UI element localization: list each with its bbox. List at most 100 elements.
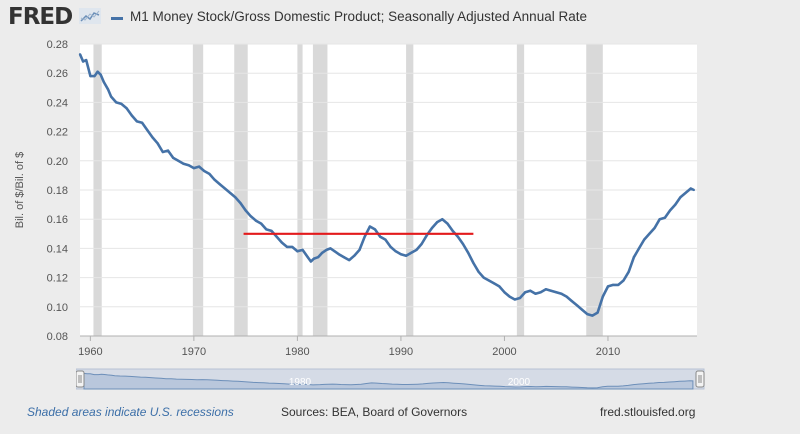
data-point — [96, 70, 99, 73]
data-point — [115, 101, 118, 104]
data-point — [534, 292, 537, 295]
data-point — [513, 298, 516, 301]
data-point — [404, 254, 408, 257]
data-point — [182, 162, 185, 165]
data-point — [446, 222, 449, 225]
data-point — [358, 248, 361, 251]
x-tick-label: 1960 — [78, 346, 102, 358]
data-point — [601, 295, 604, 298]
x-tick-label: 1970 — [182, 346, 206, 358]
data-point — [425, 234, 428, 237]
data-point — [146, 129, 149, 132]
fred-logo[interactable]: FRED — [8, 4, 73, 30]
data-point — [172, 156, 175, 159]
data-point — [632, 256, 635, 259]
navigator-handle-left[interactable] — [76, 370, 85, 388]
data-point — [177, 159, 180, 162]
data-point — [234, 196, 237, 199]
data-point — [492, 282, 496, 285]
data-point — [679, 196, 682, 199]
data-point — [518, 296, 522, 300]
data-point — [106, 88, 110, 91]
y-tick-label: 0.16 — [47, 214, 68, 226]
data-point — [223, 187, 227, 190]
data-point — [213, 178, 216, 181]
data-point — [156, 142, 159, 145]
y-tick-label: 0.26 — [47, 68, 68, 80]
y-tick-label: 0.20 — [47, 156, 68, 168]
data-point — [420, 242, 423, 246]
data-point — [539, 291, 542, 294]
data-point — [254, 219, 258, 222]
data-point — [260, 222, 263, 225]
data-point — [239, 202, 242, 205]
data-point — [280, 241, 283, 244]
y-tick-label: 0.28 — [47, 39, 68, 51]
data-point — [291, 245, 294, 249]
series-title[interactable]: M1 Money Stock/Gross Domestic Product; S… — [130, 9, 587, 24]
fred-graph-icon — [79, 8, 101, 24]
chart-area: 0.08 0.10 0.12 0.14 0.16 0.18 0.20 0.22 0.24 0.26… — [14, 39, 697, 358]
data-point — [120, 102, 123, 105]
sources-text: Sources: BEA, Board of Governors — [281, 405, 468, 419]
navigator-label-2000: 2000 — [508, 377, 531, 388]
data-point — [487, 279, 491, 282]
data-point — [368, 225, 371, 228]
data-point — [648, 232, 651, 235]
data-point — [436, 221, 439, 224]
data-point — [309, 260, 312, 263]
data-point — [151, 136, 154, 139]
data-point — [498, 285, 501, 288]
data-point — [187, 164, 190, 167]
data-point — [389, 245, 392, 249]
x-tick-label: 1990 — [389, 346, 413, 358]
data-point — [329, 247, 332, 250]
recession-note: Shaded areas indicate U.S. recessions — [27, 405, 234, 419]
data-point — [218, 183, 221, 186]
data-point — [306, 256, 309, 259]
data-point — [141, 121, 144, 124]
data-point — [399, 253, 403, 256]
data-point — [285, 245, 289, 249]
data-point — [461, 242, 465, 246]
data-point — [456, 235, 459, 238]
data-point — [301, 248, 304, 251]
series-legend-swatch — [111, 17, 123, 20]
data-point — [658, 218, 661, 221]
data-point — [135, 120, 139, 123]
data-point — [606, 285, 610, 288]
data-point — [596, 311, 599, 314]
y-tick-label: 0.18 — [47, 185, 68, 197]
data-point — [586, 313, 589, 316]
data-point — [342, 256, 346, 259]
data-point — [337, 253, 340, 256]
y-axis-label: Bil. of $/Bil. of $ — [14, 152, 26, 228]
data-point — [125, 107, 128, 110]
data-point — [472, 261, 475, 265]
x-axis-ticks: 1960 1970 1980 1990 2000 2010 — [78, 336, 620, 358]
site-link[interactable]: fred.stlouisfed.org — [600, 405, 696, 419]
data-point — [348, 258, 351, 262]
data-point — [627, 270, 630, 273]
data-point — [275, 235, 278, 238]
data-point — [560, 292, 563, 295]
data-point — [684, 191, 687, 195]
data-point — [85, 58, 88, 62]
data-point — [663, 216, 667, 219]
range-navigator[interactable]: 1980 2000 — [76, 367, 706, 391]
data-point — [524, 291, 527, 294]
data-point — [477, 270, 480, 273]
data-point — [166, 149, 170, 152]
data-point — [89, 75, 92, 78]
data-point — [653, 226, 656, 230]
data-point — [130, 114, 133, 117]
data-point — [244, 209, 247, 212]
data-point — [197, 165, 201, 168]
data-point — [296, 250, 299, 253]
y-tick-label: 0.12 — [47, 273, 68, 285]
data-point — [379, 235, 382, 238]
data-point — [580, 308, 584, 311]
data-point — [78, 53, 82, 56]
data-point — [317, 256, 320, 259]
navigator-handle-right[interactable] — [695, 370, 705, 388]
